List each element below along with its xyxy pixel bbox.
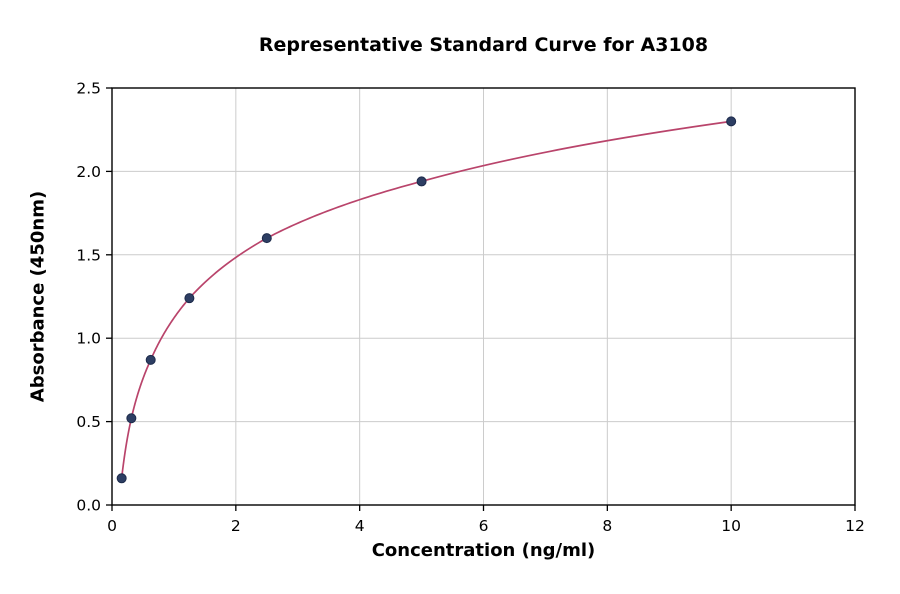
x-tick-label: 0	[107, 517, 117, 535]
x-tick-label: 8	[602, 517, 612, 535]
x-tick-label: 2	[231, 517, 241, 535]
y-tick-label: 2.5	[76, 80, 101, 98]
y-tick-label: 0.5	[76, 413, 101, 431]
data-point	[126, 413, 137, 424]
x-tick-label: 4	[355, 517, 365, 535]
y-tick-label: 0.0	[76, 497, 101, 515]
data-point	[416, 176, 427, 187]
data-point	[145, 354, 156, 365]
data-point	[116, 473, 127, 484]
x-tick-label: 12	[845, 517, 865, 535]
x-tick-label: 10	[721, 517, 741, 535]
data-point	[261, 233, 272, 244]
y-tick-label: 1.5	[76, 246, 101, 264]
standard-curve-line	[120, 120, 732, 479]
x-tick-label: 6	[479, 517, 489, 535]
y-tick-label: 1.0	[76, 330, 101, 348]
y-tick-label: 2.0	[76, 163, 101, 181]
y-axis-label: Absorbance (450nm)	[27, 190, 49, 403]
chart-title: Representative Standard Curve for A3108	[258, 34, 709, 56]
data-point	[726, 116, 737, 127]
data-point	[184, 293, 195, 304]
x-axis-label: Concentration (ng/ml)	[371, 540, 596, 561]
